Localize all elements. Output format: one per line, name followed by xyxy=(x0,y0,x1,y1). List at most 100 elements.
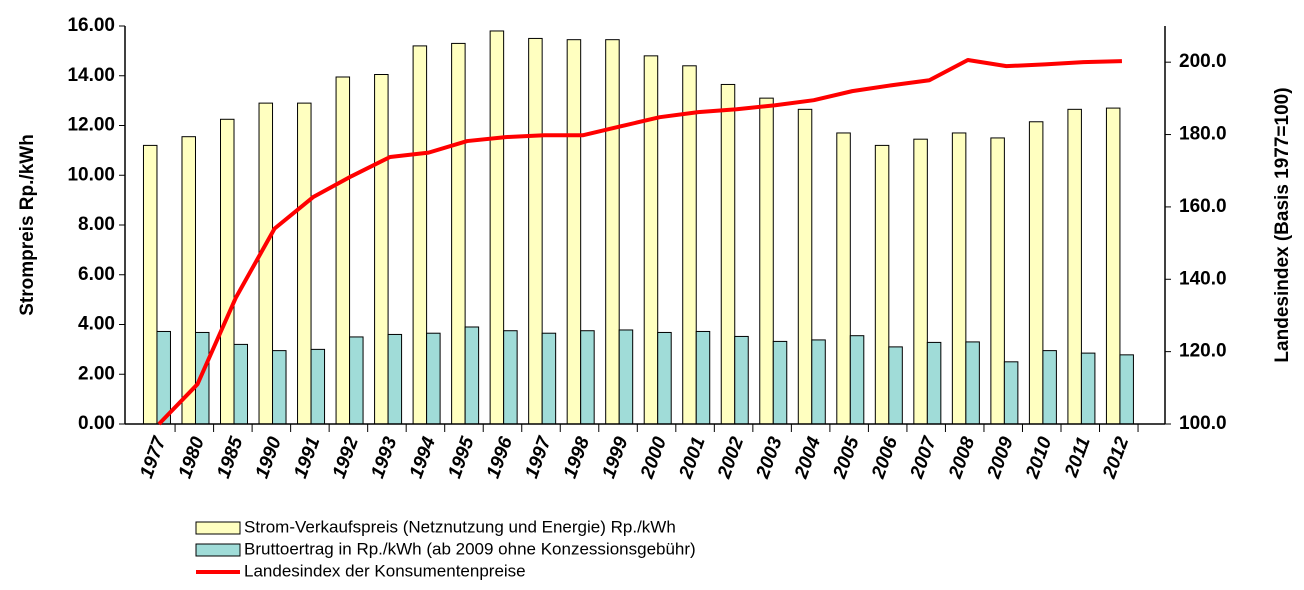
bar xyxy=(849,335,865,425)
x-tick-label: 1996 xyxy=(483,434,517,481)
x-tick-label: 2009 xyxy=(983,434,1018,482)
y2-tick-label: 180.0 xyxy=(1179,124,1227,145)
x-tick-label: 2008 xyxy=(945,434,980,482)
bar xyxy=(541,332,557,425)
bar xyxy=(734,335,749,425)
bar xyxy=(618,329,634,425)
y-tick-label: 4.00 xyxy=(78,314,115,335)
bar xyxy=(181,136,196,425)
x-tick-label: 2005 xyxy=(829,434,864,482)
x-tick-label: 2010 xyxy=(1022,434,1057,482)
y2-tick-label: 200.0 xyxy=(1179,51,1227,72)
legend-label: Bruttoertrag in Rp./kWh (ab 2009 ohne Ko… xyxy=(244,539,696,558)
legend-label: Landesindex der Konsumentenpreise xyxy=(244,561,526,580)
bar xyxy=(335,76,351,425)
x-tick-label: 1980 xyxy=(175,434,209,481)
bar xyxy=(772,340,788,425)
legend-swatch xyxy=(195,543,241,557)
x-tick-label: 2003 xyxy=(752,434,787,482)
bar xyxy=(156,330,171,425)
x-tick-label: 1991 xyxy=(290,434,324,481)
x-tick-label: 2001 xyxy=(675,434,710,482)
bar xyxy=(297,102,312,425)
bar xyxy=(965,341,980,425)
bar xyxy=(233,343,249,425)
line-series xyxy=(157,58,1122,426)
bar xyxy=(374,74,389,425)
bar xyxy=(1003,361,1019,425)
bar xyxy=(566,39,582,425)
x-tick-label: 1992 xyxy=(329,434,363,481)
bar xyxy=(464,326,480,425)
bar xyxy=(528,37,543,425)
y-tick-label: 12.00 xyxy=(67,115,115,136)
bar xyxy=(990,137,1005,425)
x-tick-label: 2012 xyxy=(1099,434,1134,482)
y2-axis-title: Landesindex (Basis 1977=100) xyxy=(1272,87,1293,362)
legend-swatch xyxy=(195,521,241,535)
y-tick-label: 6.00 xyxy=(78,264,115,285)
bar xyxy=(720,83,736,425)
bar xyxy=(836,132,851,425)
bar xyxy=(1028,121,1044,425)
y-tick-label: 10.00 xyxy=(67,164,115,185)
x-tick-label: 1994 xyxy=(406,434,440,481)
bar xyxy=(605,39,620,425)
bar xyxy=(874,144,890,425)
bar xyxy=(580,330,595,425)
y-tick-label: 0.00 xyxy=(78,413,115,434)
bar xyxy=(1067,108,1082,425)
y2-tick-label: 100.0 xyxy=(1179,413,1227,434)
x-tick-label: 2002 xyxy=(714,434,749,482)
y-tick-label: 14.00 xyxy=(67,65,115,86)
bar xyxy=(426,332,441,425)
x-tick-label: 1985 xyxy=(213,434,247,481)
bar xyxy=(695,330,711,425)
bar xyxy=(1042,350,1057,425)
bar xyxy=(142,144,158,425)
bar xyxy=(682,65,697,425)
x-tick-label: 1998 xyxy=(560,434,594,481)
x-tick-label: 1995 xyxy=(444,434,478,481)
bar xyxy=(797,108,813,425)
bar xyxy=(926,341,942,425)
bar xyxy=(759,97,774,425)
x-tick-label: 1999 xyxy=(598,434,632,481)
x-tick-label: 2000 xyxy=(637,434,672,482)
bar xyxy=(1080,352,1096,425)
y-tick-label: 16.00 xyxy=(67,15,115,36)
bar xyxy=(951,132,967,425)
y-axis-title: Strompreis Rp./kWh xyxy=(17,134,38,316)
bar xyxy=(387,333,403,425)
bar xyxy=(1105,107,1121,425)
bar xyxy=(310,348,326,425)
x-tick-label: 2004 xyxy=(791,434,826,482)
bar xyxy=(888,346,903,425)
y-tick-label: 8.00 xyxy=(78,214,115,235)
bar xyxy=(412,45,428,425)
x-tick-label: 1977 xyxy=(136,433,171,481)
x-tick-label: 1993 xyxy=(367,434,401,481)
legend-label: Strom-Verkaufspreis (Netznutzung und Ene… xyxy=(244,517,676,536)
bar xyxy=(272,350,287,425)
bar xyxy=(489,30,505,425)
bar xyxy=(258,102,274,425)
bar xyxy=(643,55,659,425)
bar xyxy=(349,336,364,425)
x-tick-label: 2011 xyxy=(1061,434,1095,481)
y2-tick-label: 160.0 xyxy=(1179,196,1227,217)
y-tick-label: 2.00 xyxy=(78,363,115,384)
bar xyxy=(657,331,672,425)
bar xyxy=(811,339,826,425)
bar xyxy=(913,138,928,425)
y2-tick-label: 120.0 xyxy=(1179,341,1227,362)
bar xyxy=(1119,354,1134,425)
y2-tick-label: 140.0 xyxy=(1179,268,1227,289)
x-tick-label: 2007 xyxy=(906,433,941,482)
x-tick-label: 1997 xyxy=(521,433,556,481)
bar xyxy=(503,330,518,425)
x-tick-label: 2006 xyxy=(868,434,903,482)
bar xyxy=(451,42,466,425)
x-tick-label: 1990 xyxy=(252,434,286,481)
